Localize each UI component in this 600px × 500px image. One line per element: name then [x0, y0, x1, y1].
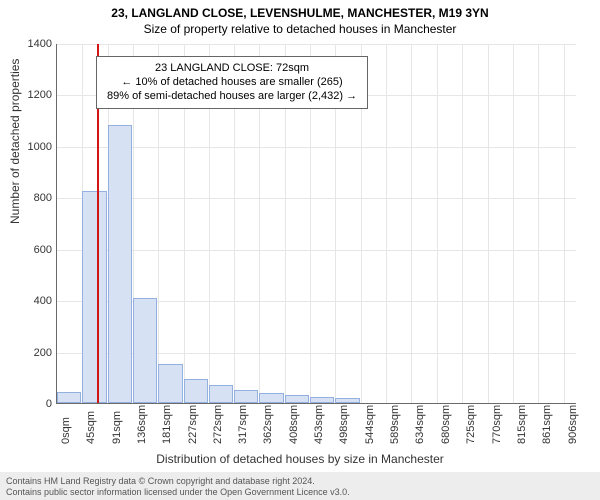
- gridline-v: [564, 44, 565, 403]
- x-tick-label: 861sqm: [541, 405, 553, 444]
- histogram-bar: [209, 385, 233, 403]
- y-tick-label: 800: [34, 192, 52, 204]
- histogram-bar: [133, 298, 157, 403]
- footer: Contains HM Land Registry data © Crown c…: [0, 472, 600, 500]
- histogram-bar: [57, 392, 81, 403]
- x-tick-label: 498sqm: [338, 405, 350, 444]
- x-tick-label: 634sqm: [414, 405, 426, 444]
- histogram-bar: [184, 379, 208, 403]
- gridline-v: [538, 44, 539, 403]
- histogram-bar: [158, 364, 183, 403]
- histogram-bar: [285, 395, 309, 403]
- title-line-1: 23, LANGLAND CLOSE, LEVENSHULME, MANCHES…: [0, 6, 600, 20]
- info-line-1: 23 LANGLAND CLOSE: 72sqm: [107, 61, 357, 75]
- x-tick-label: 589sqm: [389, 405, 401, 444]
- y-axis-title: Number of detached properties: [8, 59, 22, 224]
- y-tick-label: 1000: [28, 141, 52, 153]
- info-line-2: ← 10% of detached houses are smaller (26…: [107, 75, 357, 89]
- gridline-h: [57, 147, 576, 148]
- gridline-v: [488, 44, 489, 403]
- chart-container: 23, LANGLAND CLOSE, LEVENSHULME, MANCHES…: [0, 0, 600, 500]
- x-tick-label: 45sqm: [85, 411, 97, 444]
- histogram-bar: [234, 390, 258, 403]
- y-tick-label: 1400: [28, 38, 52, 50]
- x-tick-label: 136sqm: [136, 405, 148, 444]
- footer-line-2: Contains public sector information licen…: [6, 487, 594, 498]
- y-tick-label: 200: [34, 347, 52, 359]
- x-tick-label: 272sqm: [212, 405, 224, 444]
- x-tick-label: 453sqm: [313, 405, 325, 444]
- title-line-2: Size of property relative to detached ho…: [0, 22, 600, 36]
- x-tick-label: 91sqm: [111, 411, 123, 444]
- x-tick-label: 770sqm: [491, 405, 503, 444]
- x-tick-label: 815sqm: [516, 405, 528, 444]
- y-tick-label: 1200: [28, 89, 52, 101]
- gridline-v: [437, 44, 438, 403]
- x-tick-label: 181sqm: [161, 405, 173, 444]
- x-tick-label: 408sqm: [288, 405, 300, 444]
- y-tick-label: 0: [46, 398, 52, 410]
- gridline-h: [57, 250, 576, 251]
- x-tick-label: 362sqm: [262, 405, 274, 444]
- x-tick-label: 0sqm: [60, 417, 72, 444]
- x-tick-label: 227sqm: [187, 405, 199, 444]
- histogram-bar: [335, 398, 360, 403]
- histogram-bar: [82, 191, 107, 403]
- gridline-v: [513, 44, 514, 403]
- x-tick-label: 906sqm: [567, 405, 579, 444]
- gridline-v: [386, 44, 387, 403]
- gridline-h: [57, 44, 576, 45]
- x-tick-label: 317sqm: [237, 405, 249, 444]
- gridline-v: [462, 44, 463, 403]
- gridline-v: [411, 44, 412, 403]
- gridline-h: [57, 198, 576, 199]
- histogram-bar: [108, 125, 132, 403]
- x-tick-label: 725sqm: [465, 405, 477, 444]
- y-tick-label: 600: [34, 244, 52, 256]
- info-line-3: 89% of semi-detached houses are larger (…: [107, 89, 357, 103]
- x-tick-label: 680sqm: [440, 405, 452, 444]
- x-tick-label: 544sqm: [364, 405, 376, 444]
- x-axis-title: Distribution of detached houses by size …: [0, 452, 600, 466]
- histogram-bar: [259, 393, 284, 403]
- footer-line-1: Contains HM Land Registry data © Crown c…: [6, 476, 594, 487]
- y-tick-label: 400: [34, 295, 52, 307]
- info-box: 23 LANGLAND CLOSE: 72sqm ← 10% of detach…: [96, 56, 368, 109]
- histogram-bar: [310, 397, 334, 403]
